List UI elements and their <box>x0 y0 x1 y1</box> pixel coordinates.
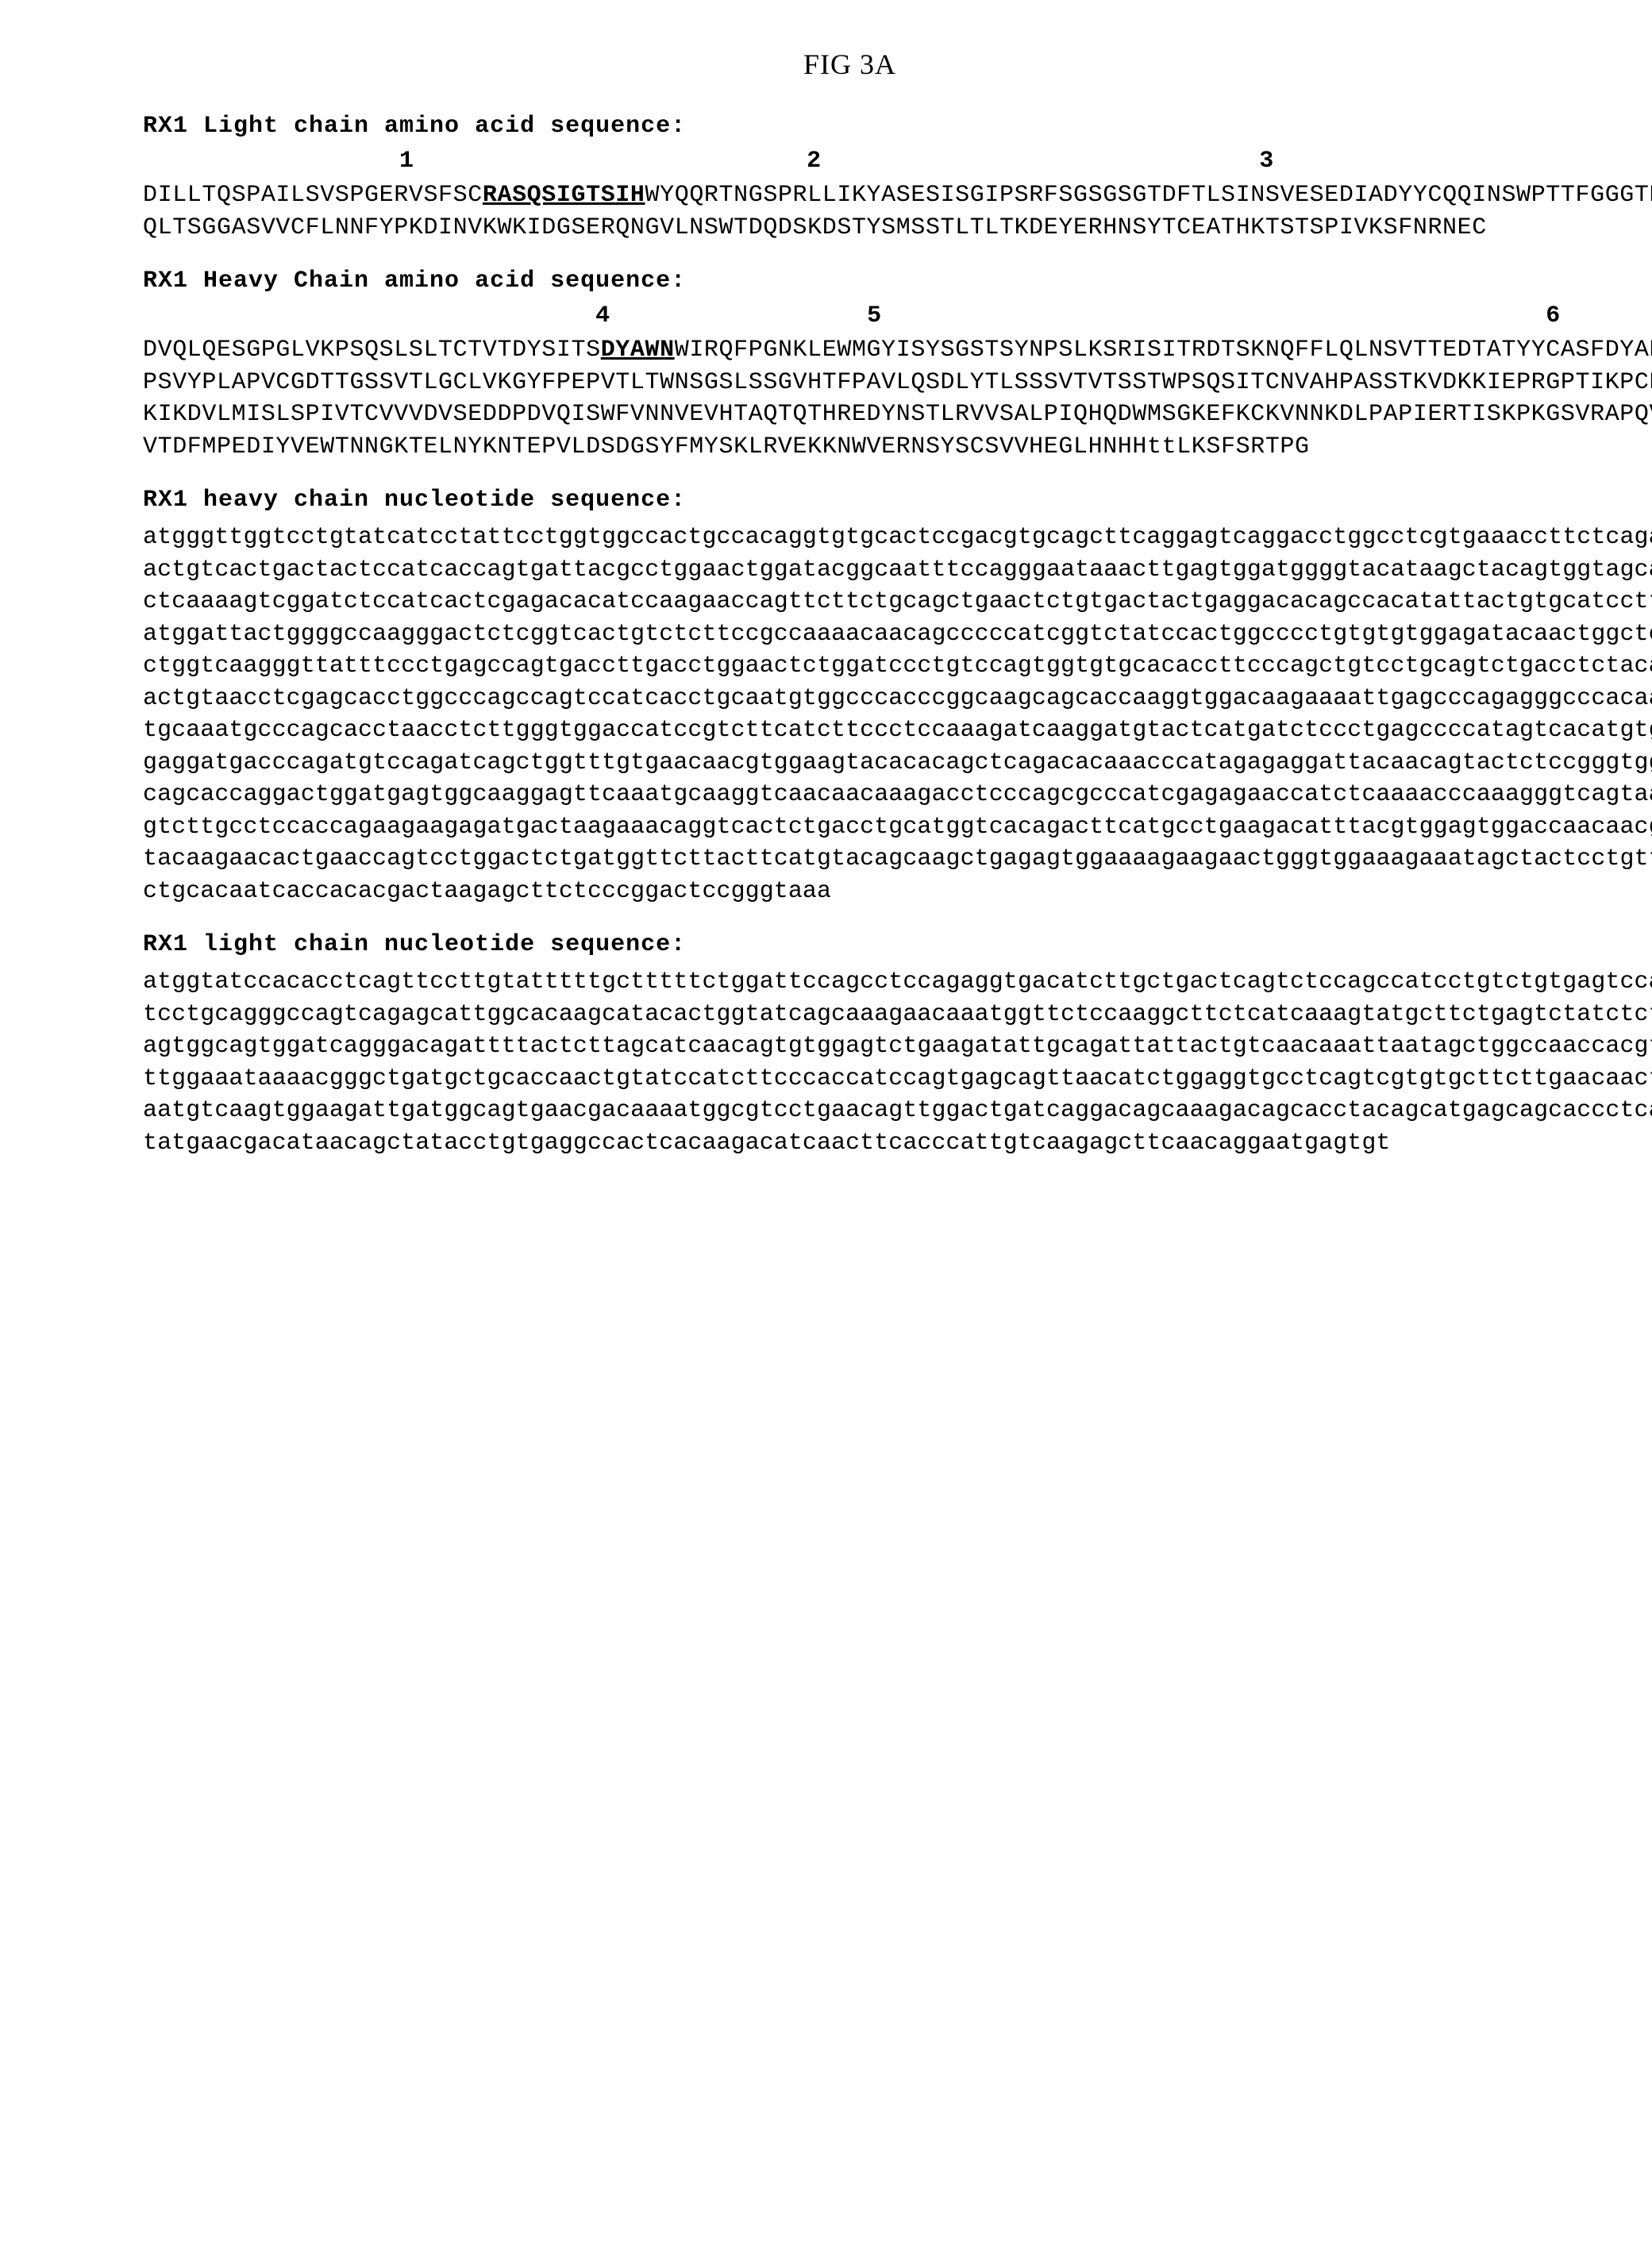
aa-pre: QLTSGGASVVCFLNNFYPKDINVKWKIDGSERQNGVLNSW… <box>143 214 1487 241</box>
aa-line: DILLTQSPAILSVSPGERVSFSCRASQSIGTSIHWYQQRT… <box>143 179 1557 212</box>
heavy-aa-title: RX1 Heavy Chain amino acid sequence: <box>143 268 1557 295</box>
nt-line: actgtcactgactactccatcaccagtgattacgcctgga… <box>143 554 1557 587</box>
heavy-nt-title: RX1 heavy chain nucleotide sequence: <box>143 487 1557 514</box>
light-aa-lines: DILLTQSPAILSVSPGERVSFSCRASQSIGTSIHWYQQRT… <box>143 179 1557 244</box>
nt-line: gaggatgacccagatgtccagatcagctggtttgtgaaca… <box>143 747 1557 780</box>
nt-line: atgggttggtcctgtatcatcctattcctggtggccactg… <box>143 522 1557 554</box>
nt-line: atggattactggggccaagggactctcggtcactgtctct… <box>143 618 1557 651</box>
nt-line: gtcttgcctccaccagaagaagagatgactaagaaacagg… <box>143 811 1557 844</box>
nt-line: ttggaaataaaacgggctgatgctgcaccaactgtatcca… <box>143 1063 1557 1095</box>
nt-line: atggtatccacacctcagttccttgtatttttgctttttc… <box>143 966 1557 999</box>
aa-line: PSVYPLAPVCGDTTGSSVTLGCLVKGYFPEPVTLTWNSGS… <box>143 367 1557 399</box>
light-aa-block: RX1 Light chain amino acid sequence: 1 2… <box>143 113 1557 244</box>
heavy-nt-block: RX1 heavy chain nucleotide sequence: atg… <box>143 487 1557 907</box>
figure-label: FIG 3A <box>143 48 1557 81</box>
nt-line: agtggcagtggatcagggacagattttactcttagcatca… <box>143 1030 1557 1063</box>
light-nt-block: RX1 light chain nucleotide sequence: atg… <box>143 931 1557 1159</box>
light-aa-cdr-header: 1 2 3 <box>143 148 1557 175</box>
aa-pre: KIKDVLMISLSPIVTCVVVDVSEDDPDVQISWFVNNVEVH… <box>143 401 1652 428</box>
nt-line: cagcaccaggactggatgagtggcaaggagttcaaatgca… <box>143 779 1557 811</box>
aa-line: QLTSGGASVVCFLNNFYPKDINVKWKIDGSERQNGVLNSW… <box>143 212 1557 245</box>
aa-pre: DVQLQESGPGLVKPSQSLSLTCTVTDYSITS <box>143 337 601 364</box>
aa-post: WIRQFPGNKLEWMGYISYSGSTSYNPSLKSRISITRDTSK… <box>675 337 1652 364</box>
nt-line: aatgtcaagtggaagattgatggcagtgaacgacaaaatg… <box>143 1095 1557 1127</box>
aa-cdr: RASQSIGTSIH <box>483 182 645 209</box>
nt-line: tcctgcagggccagtcagagcattggcacaagcatacact… <box>143 999 1557 1031</box>
nt-line: ctggtcaagggttatttccctgagccagtgaccttgacct… <box>143 650 1557 683</box>
aa-post: WYQQRTNGSPRLLIKYASESISGIPSRFSGSGSGTDFTLS… <box>645 182 1652 209</box>
nt-line: tacaagaacactgaaccagtcctggactctgatggttctt… <box>143 843 1557 876</box>
light-nt-title: RX1 light chain nucleotide sequence: <box>143 931 1557 958</box>
light-aa-title: RX1 Light chain amino acid sequence: <box>143 113 1557 140</box>
nt-line: ctcaaaagtcggatctccatcactcgagacacatccaaga… <box>143 586 1557 618</box>
heavy-aa-lines: DVQLQESGPGLVKPSQSLSLTCTVTDYSITSDYAWNWIRQ… <box>143 334 1557 463</box>
aa-pre: DILLTQSPAILSVSPGERVSFSC <box>143 182 483 209</box>
nt-line: tgcaaatgcccagcacctaacctcttgggtggaccatccg… <box>143 714 1557 747</box>
aa-line: VTDFMPEDIYVEWTNNGKTELNYKNTEPVLDSDGSYFMYS… <box>143 431 1557 464</box>
aa-pre: VTDFMPEDIYVEWTNNGKTELNYKNTEPVLDSDGSYFMYS… <box>143 433 1310 460</box>
heavy-aa-cdr-header: 4 5 6 <box>143 302 1557 329</box>
heavy-nt-lines: atgggttggtcctgtatcatcctattcctggtggccactg… <box>143 522 1557 907</box>
nt-line: tatgaacgacataacagctatacctgtgaggccactcaca… <box>143 1127 1557 1160</box>
aa-cdr: DYAWN <box>601 337 675 364</box>
aa-pre: PSVYPLAPVCGDTTGSSVTLGCLVKGYFPEPVTLTWNSGS… <box>143 369 1652 396</box>
light-nt-lines: atggtatccacacctcagttccttgtatttttgctttttc… <box>143 966 1557 1159</box>
nt-line: ctgcacaatcaccacacgactaagagcttctcccggactc… <box>143 876 1557 908</box>
aa-line: KIKDVLMISLSPIVTCVVVDVSEDDPDVQISWFVNNVEVH… <box>143 399 1557 431</box>
page: FIG 3A RX1 Light chain amino acid sequen… <box>0 0 1652 2241</box>
nt-line: actgtaacctcgagcacctggcccagccagtccatcacct… <box>143 683 1557 715</box>
heavy-aa-block: RX1 Heavy Chain amino acid sequence: 4 5… <box>143 268 1557 463</box>
aa-line: DVQLQESGPGLVKPSQSLSLTCTVTDYSITSDYAWNWIRQ… <box>143 334 1557 367</box>
